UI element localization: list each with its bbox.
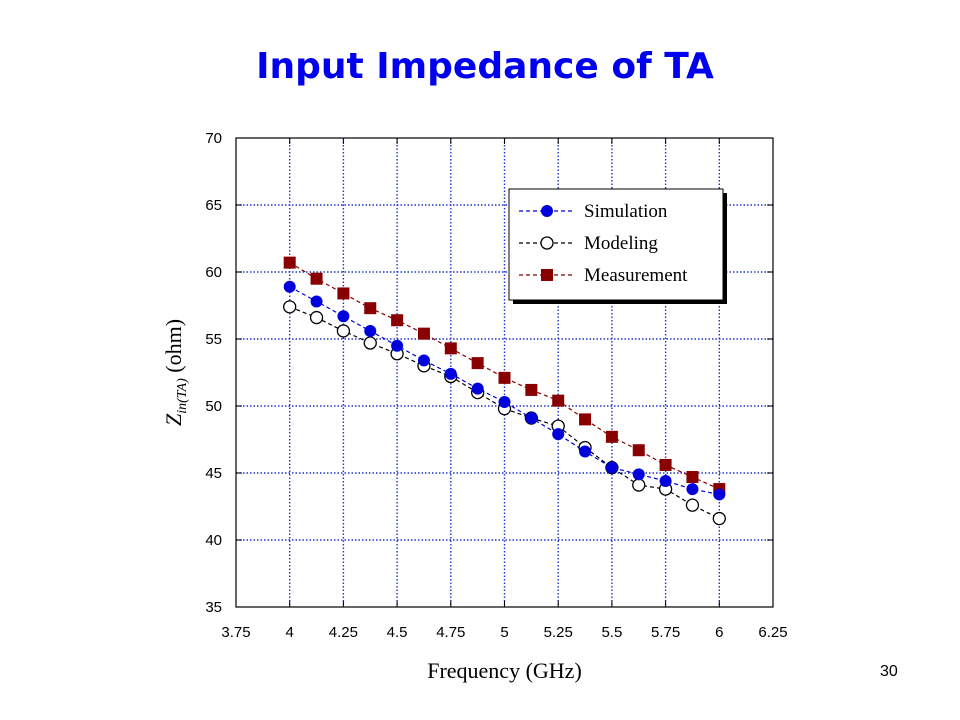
y-tick-label: 60	[205, 264, 222, 281]
data-point	[283, 256, 296, 269]
y-tick-label: 70	[205, 130, 222, 147]
data-point	[310, 295, 323, 308]
x-tick-label: 3.75	[221, 624, 250, 641]
data-point	[632, 478, 646, 492]
legend-label: Modeling	[584, 233, 658, 254]
data-point	[336, 324, 351, 338]
x-tick-label: 5.25	[544, 624, 573, 641]
data-point	[552, 428, 565, 441]
data-point	[337, 287, 350, 300]
y-axis-title-main: Z	[161, 413, 186, 426]
y-tick-label: 50	[205, 398, 222, 415]
x-tick-label: 5.75	[651, 624, 680, 641]
legend: Simulation Modeling Measurement	[508, 188, 727, 304]
series-line	[289, 262, 720, 490]
data-point	[579, 413, 592, 426]
data-point	[471, 382, 484, 395]
legend-label: Measurement	[584, 265, 688, 286]
data-point	[498, 371, 511, 384]
data-point	[444, 367, 457, 380]
data-point	[283, 300, 297, 314]
data-point	[444, 342, 457, 355]
data-point	[525, 383, 538, 396]
data-point	[685, 498, 700, 512]
data-point	[659, 475, 672, 488]
x-axis-ticks: 3.75 4 4.25 4.5 4.75 5 5.25 5.5 5.75 6 6.25	[221, 138, 788, 641]
y-axis-title-subscript: in(TA)	[175, 378, 190, 414]
y-tick-label: 35	[205, 599, 222, 616]
x-tick-label: 5	[500, 624, 508, 641]
data-point	[417, 354, 430, 367]
y-tick-label: 55	[205, 331, 222, 348]
data-point	[363, 336, 377, 350]
data-point	[632, 468, 645, 481]
y-axis-ticks: 35 40 45 50 55 60 65 70	[205, 130, 773, 616]
y-tick-label: 45	[205, 465, 222, 482]
data-point	[632, 444, 645, 457]
data-point	[498, 395, 511, 408]
legend-swatch-marker	[540, 236, 554, 250]
data-point	[712, 511, 726, 526]
series-group	[283, 256, 726, 526]
data-point	[605, 430, 618, 443]
data-point	[713, 488, 726, 501]
y-axis-title: Zin(TA) (ohm)	[161, 319, 190, 426]
data-point	[525, 412, 538, 425]
data-point	[471, 357, 484, 370]
data-point	[659, 458, 672, 471]
data-point	[283, 280, 296, 293]
data-point	[417, 327, 430, 340]
x-tick-label: 5.5	[601, 624, 622, 641]
legend-swatch-marker	[541, 269, 553, 281]
y-axis-title-unit: (ohm)	[161, 319, 186, 378]
x-tick-label: 6.25	[758, 624, 787, 641]
data-point	[391, 314, 404, 327]
data-point	[686, 471, 699, 484]
data-point	[337, 310, 350, 323]
data-point	[309, 310, 324, 325]
x-axis-title: Frequency (GHz)	[427, 658, 582, 683]
x-tick-label: 4	[286, 624, 294, 641]
data-point	[579, 445, 592, 458]
x-tick-label: 4.5	[387, 624, 408, 641]
slide-title: Input Impedance of TA	[256, 46, 714, 87]
legend-swatch-marker	[541, 205, 553, 217]
y-tick-label: 65	[205, 197, 222, 214]
x-tick-label: 4.25	[329, 624, 358, 641]
data-point	[364, 324, 377, 337]
data-point	[686, 483, 699, 496]
x-tick-label: 4.75	[436, 624, 465, 641]
legend-label: Simulation	[584, 201, 668, 222]
data-point	[310, 272, 323, 285]
data-point	[552, 394, 565, 407]
page-number: 30	[880, 663, 898, 680]
data-point	[605, 461, 618, 474]
y-tick-label: 40	[205, 532, 222, 549]
data-point	[364, 302, 377, 315]
series-line	[289, 286, 720, 496]
series-simulation	[283, 280, 726, 501]
x-tick-label: 6	[715, 624, 723, 641]
data-point	[391, 339, 404, 352]
